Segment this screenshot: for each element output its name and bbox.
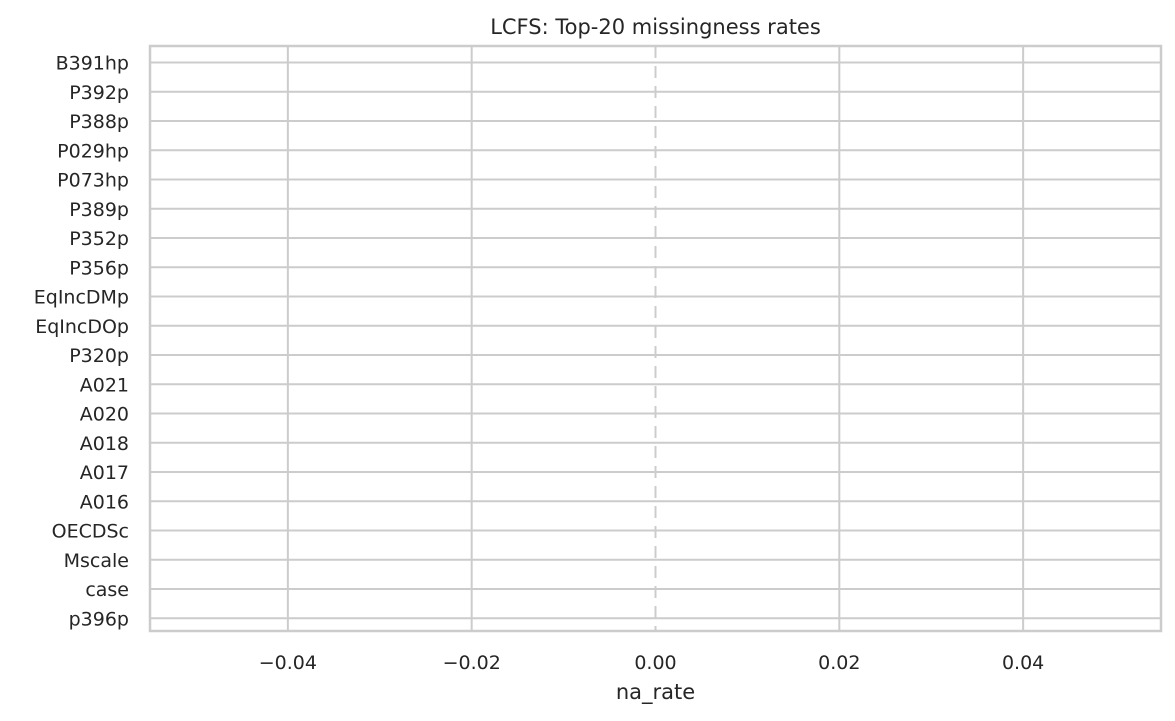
- y-tick-label: A017: [80, 462, 129, 484]
- y-tick-label: A021: [80, 374, 129, 396]
- x-tick-labels: −0.04 −0.02 0.00 0.02 0.04: [259, 652, 1045, 674]
- y-tick-label: OECDSc: [52, 521, 129, 543]
- y-tick-label: P392p: [69, 82, 129, 104]
- y-tick-label: B391hp: [56, 53, 129, 75]
- y-tick-label: A020: [80, 404, 129, 426]
- y-tick-label: P029hp: [57, 140, 129, 162]
- y-tick-label: EqIncDMp: [34, 287, 129, 309]
- y-tick-label: A016: [80, 491, 129, 513]
- y-tick-label: EqIncDOp: [35, 316, 129, 338]
- x-tick-label: 0.04: [1002, 652, 1044, 674]
- y-tick-label: P073hp: [57, 170, 129, 192]
- x-tick-label: −0.04: [259, 652, 317, 674]
- y-tick-label: P352p: [69, 228, 129, 250]
- y-tick-label: P388p: [69, 111, 129, 133]
- y-tick-label: P320p: [69, 345, 129, 367]
- y-tick-label: A018: [80, 433, 129, 455]
- x-tick-label: 0.00: [634, 652, 676, 674]
- y-tick-labels: B391hp P392p P388p P029hp P073hp P389p P352p P3…: [34, 53, 129, 631]
- x-tick-label: 0.02: [818, 652, 860, 674]
- y-tick-label: p396p: [69, 608, 129, 630]
- x-axis-label: na_rate: [616, 680, 695, 705]
- x-tick-label: −0.02: [443, 652, 501, 674]
- chart-title: LCFS: Top-20 missingness rates: [490, 15, 821, 39]
- y-tick-label: P356p: [69, 257, 129, 279]
- y-tick-label: Mscale: [64, 550, 129, 572]
- plot-frame: [148, 44, 1163, 633]
- y-tick-label: P389p: [69, 199, 129, 221]
- y-tick-label: case: [85, 579, 129, 601]
